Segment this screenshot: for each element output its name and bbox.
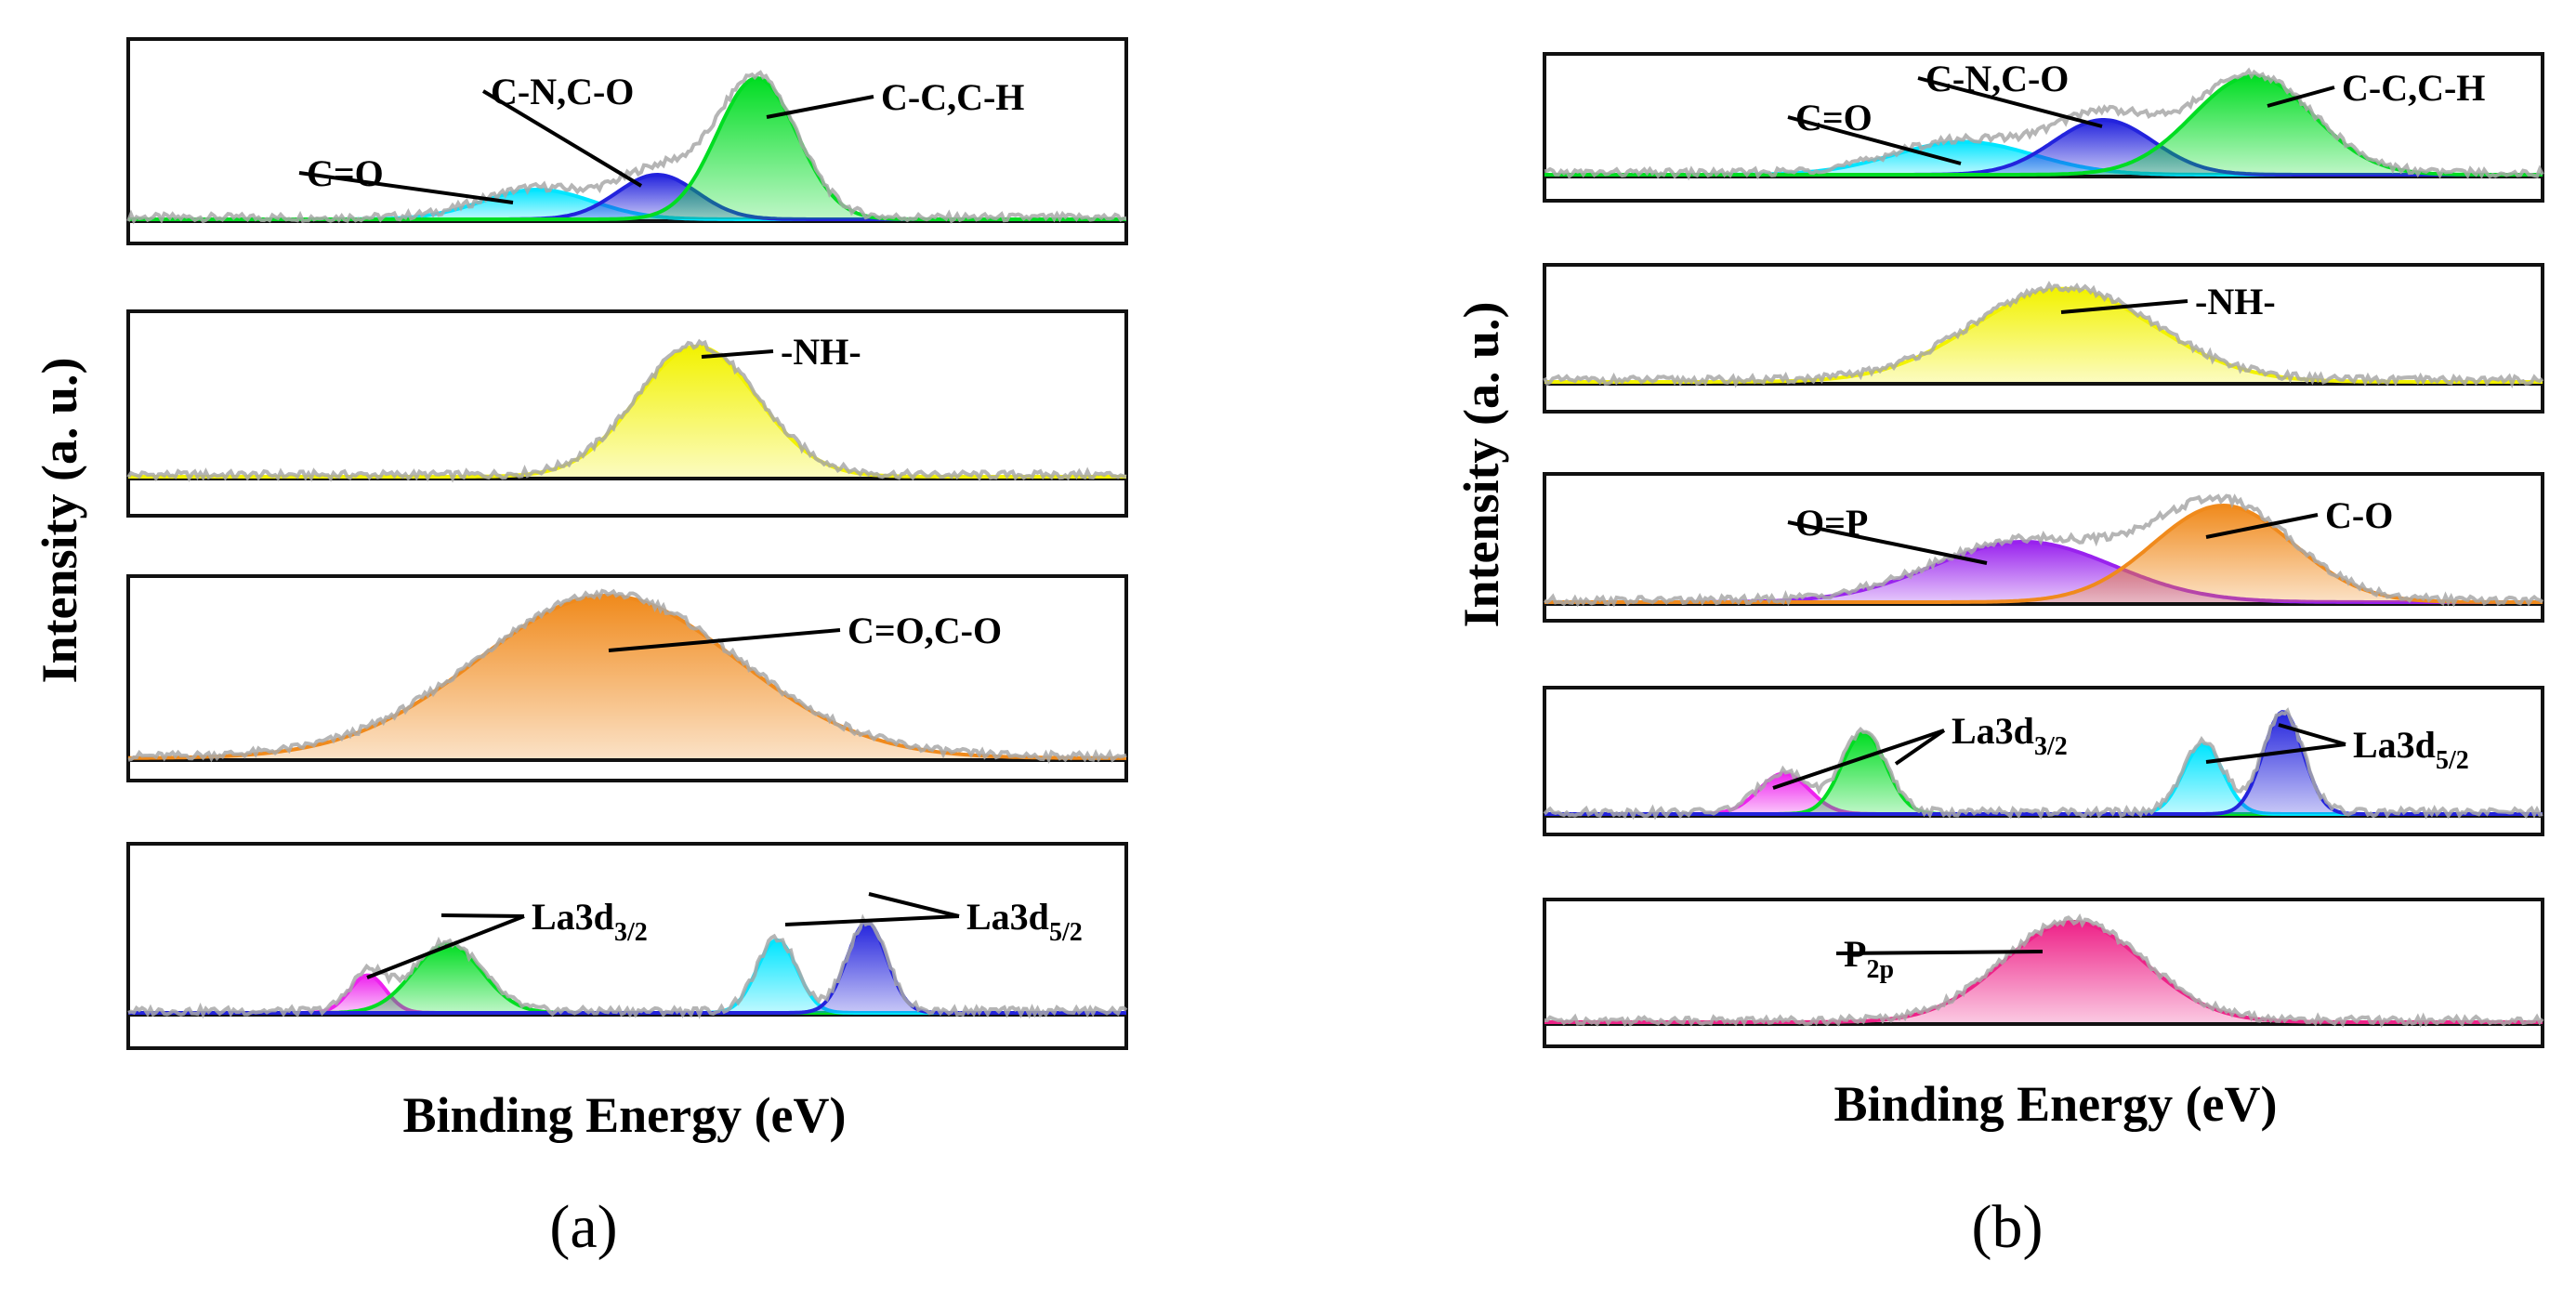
raw-spectrum (1543, 281, 2544, 389)
leader-line (1787, 520, 1988, 565)
panel-b-xlabel: Binding Energy (eV) (1833, 1076, 2277, 1132)
peak-fill-c-n-c-o-1 (128, 175, 1126, 219)
subplot-3: O=P C-O (1543, 472, 2544, 623)
subplot-1: C=O C-N,C-O C-C,C-H (1543, 52, 2544, 203)
subplot-frame (1543, 898, 2544, 1048)
peak-line-peak-2 (128, 938, 1126, 1015)
peak-line-peak-1 (128, 941, 1126, 1015)
leader-line (1772, 729, 1945, 790)
leader-line (2267, 85, 2335, 108)
leader-line (766, 95, 874, 119)
peak-label-c-n-c-o: C-N,C-O (491, 71, 634, 112)
peak-label-c-o: C-O (2325, 494, 2393, 536)
leader-line (366, 914, 525, 979)
panel-b-letter: (b) (1972, 1193, 2044, 1261)
raw-spectrum (1544, 913, 2544, 1029)
peak-label-p2p: P2p (1844, 933, 1894, 984)
peak-label-nh: -NH- (781, 331, 861, 373)
leader-line (1917, 76, 2103, 128)
peak-fill-la3d-3 (128, 922, 1126, 1013)
leader-line (868, 892, 960, 918)
raw-spectrum (1543, 707, 2543, 821)
leader-line (440, 913, 525, 918)
subplot-frame (1543, 263, 2544, 414)
subplot-1: C=O C-N,C-O C-C,C-H (126, 37, 1128, 245)
peak-label-la3d5-2: La3d5/2 (966, 896, 1083, 947)
leader-line (1894, 729, 1946, 766)
peak-label-c-o: C=O (1795, 97, 1873, 138)
peak-fill-c-o-c-o-0 (128, 596, 1126, 758)
subplot-2: -NH- (1543, 263, 2544, 414)
peak-fill-la3d-3 (1544, 712, 2543, 814)
subplot-frame (126, 37, 1128, 245)
peak-label-la3d3-2: La3d3/2 (532, 896, 648, 947)
peak-label-c-c-c-h: C-C,C-H (2342, 67, 2485, 109)
subplot-3: C=O,C-O (126, 574, 1128, 782)
peak-fill-o-p-0 (1544, 542, 2543, 602)
subplot-5: P2p (1543, 898, 2544, 1048)
peak-label-la3d3-2: La3d3/2 (1952, 710, 2068, 761)
subplot-frame (1543, 472, 2544, 623)
subplot-frame (1543, 52, 2544, 203)
panel-a-xlabel: Binding Energy (eV) (402, 1087, 846, 1143)
leader-line (1835, 950, 2044, 955)
peak-fill-c-n-c-o-1 (1544, 120, 2543, 175)
peak-fill-nh-0 (1544, 288, 2543, 382)
peak-label-la3d5-2: La3d5/2 (2353, 724, 2469, 775)
leader-line (481, 89, 643, 188)
panel-b-ylabel: Intensity (a. u.) (1453, 301, 1509, 627)
raw-spectrum (126, 70, 1127, 225)
peak-fill-peak-1 (128, 943, 1126, 1013)
panel-a: C=O C-N,C-O C-C,C-H -NH- C=O,C-O La3d3/2 La3d5… (126, 37, 1128, 1050)
raw-spectrum (127, 588, 1127, 765)
subplot-2: -NH- (126, 309, 1128, 518)
leader-line (2205, 742, 2346, 764)
leader-line (1787, 115, 1962, 165)
panel-b: C=O C-N,C-O C-C,C-H -NH- O=P C-O La3d3/2 La3d5/… (1543, 52, 2544, 1048)
leader-line (2278, 723, 2346, 746)
peak-fill-p-0 (1544, 922, 2543, 1022)
peak-fill-peak-2 (128, 939, 1126, 1013)
raw-spectrum (126, 338, 1127, 483)
peak-label-c-o: C=O (307, 152, 384, 194)
subplot-4: La3d3/2 La3d5/2 (126, 842, 1128, 1050)
leader-line (608, 628, 841, 652)
leader-line (784, 914, 960, 926)
raw-spectrum (1544, 67, 2544, 181)
peak-fill-peak-0 (1544, 773, 2543, 814)
subplot-frame (126, 574, 1128, 782)
subplot-4: La3d3/2 La3d5/2 (1543, 686, 2544, 836)
subplot-frame (126, 309, 1128, 518)
peak-label-c-n-c-o: C-N,C-O (1925, 58, 2069, 99)
panel-a-ylabel: Intensity (a. u.) (32, 357, 87, 683)
raw-spectrum (1544, 493, 2544, 608)
leader-line (298, 171, 514, 204)
subplot-frame (126, 842, 1128, 1050)
subplot-frame (1543, 686, 2544, 836)
panel-a-letter: (a) (549, 1193, 617, 1261)
peak-label-c-c-c-h: C-C,C-H (881, 76, 1024, 118)
leader-line (2060, 299, 2188, 314)
peak-label-c-o-c-o: C=O,C-O (848, 610, 1002, 651)
leader-line (2205, 513, 2319, 539)
peak-label-nh: -NH- (2195, 281, 2276, 322)
raw-spectrum (127, 913, 1128, 1019)
peak-fill-c-o-1 (1544, 506, 2543, 602)
leader-line (701, 349, 774, 359)
